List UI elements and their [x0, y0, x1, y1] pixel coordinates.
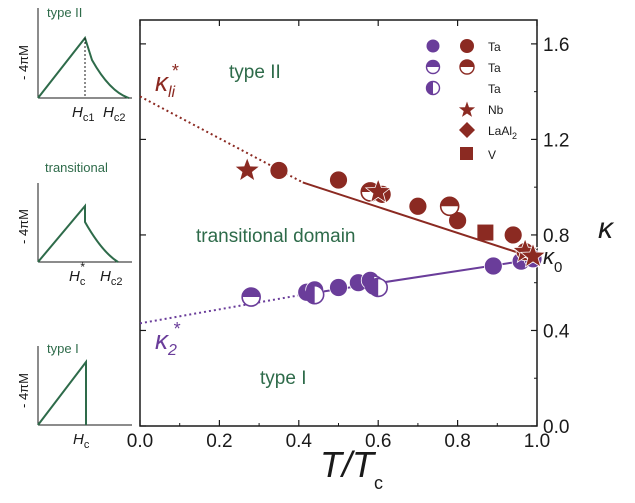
- inset-type-i-xlabel-hc-sub: c: [84, 439, 90, 451]
- x-axis-title-sub: c: [374, 473, 383, 493]
- y-axis: 0.0 0.4 0.8 1.2 1.6: [140, 35, 570, 438]
- x-tick-label: 0.6: [365, 431, 391, 452]
- y-tick-label: 0.4: [543, 321, 570, 342]
- legend-label-laal2-main: LaAl: [488, 124, 512, 138]
- annotation-k-0-main: κ: [543, 244, 555, 269]
- y-axis-title: κ: [598, 212, 615, 245]
- inset-transitional-xlabel-hc-sup: *: [80, 260, 85, 274]
- legend-marker-ta-purple-full: [426, 39, 440, 53]
- data-point-half-top: [439, 196, 460, 217]
- x-tick-label: 0.0: [127, 431, 153, 452]
- inset-type-i-xlabel-hc-main: H: [73, 431, 84, 448]
- legend-marker-ta-brown-half-top: [459, 59, 475, 75]
- data-point-circle: [329, 170, 348, 190]
- x-tick-label: 0.4: [286, 431, 313, 452]
- data-point-star: [364, 177, 392, 204]
- x-axis: 0.0 0.2 0.4 0.6 0.8 1.0: [127, 20, 550, 452]
- inset-type-i: type I - 4πM Hc: [16, 341, 132, 451]
- x-tick-label: 0.8: [444, 431, 470, 452]
- annotation-k-li: κli *: [155, 61, 179, 101]
- annotation-k-2-sub: 2: [167, 342, 177, 359]
- annotation-k-li-main: κ: [155, 67, 170, 97]
- inset-transitional-xlabel-hc2-main: H: [100, 268, 111, 285]
- annotation-k-li-sub: li: [168, 84, 176, 101]
- data-point-half-top: [241, 287, 261, 307]
- inset-type-ii-title: type II: [47, 5, 82, 20]
- x-tick-label: 0.2: [206, 431, 232, 452]
- annotation-k-2: κ2 *: [155, 319, 181, 359]
- data-point-half-left: [304, 284, 325, 305]
- fit-line-dashed: [139, 293, 303, 325]
- inset-type-ii-xlabel-hc1: Hc1: [72, 104, 94, 124]
- data-point-star: [233, 156, 261, 182]
- annotation-k-0-sub: 0: [554, 259, 562, 276]
- inset-type-ii-xlabel-hc2: Hc2: [103, 104, 125, 124]
- inset-type-ii-xlabel-hc1-sub: c1: [83, 112, 95, 124]
- fit-line-dashed: [139, 95, 304, 184]
- legend-label-laal2-sub: 2: [512, 131, 517, 141]
- data-point-star: [519, 242, 547, 268]
- legend-label-ta-3: Ta: [488, 82, 501, 96]
- data-point-circle: [408, 196, 428, 216]
- legend-marker-nb-star: [458, 101, 476, 117]
- region-label-transitional: transitional domain: [196, 226, 355, 247]
- inset-transitional-xlabel-hc2: Hc2: [100, 268, 122, 288]
- inset-transitional-xlabel-hc-star: Hc *: [69, 260, 86, 288]
- inset-type-i-ylabel: - 4πM: [16, 373, 31, 408]
- annotation-k-0: κ0: [543, 244, 562, 276]
- inset-transitional-ylabel: - 4πM: [16, 209, 31, 244]
- y-tick-label: 1.6: [543, 35, 569, 56]
- inset-type-ii: type II - 4πM Hc1 Hc2: [16, 5, 132, 124]
- inset-type-ii-curve: [37, 35, 130, 99]
- legend-label-laal2: LaAl2: [488, 124, 517, 141]
- legend-label-ta-1: Ta: [488, 40, 501, 54]
- y-tick-label: 0.0: [543, 417, 569, 438]
- inset-transitional-title: transitional: [45, 160, 108, 175]
- legend-label-nb: Nb: [488, 103, 504, 117]
- legend-marker-v-square: [460, 147, 473, 160]
- inset-transitional-xlabel-hc-sub: c: [80, 276, 86, 288]
- legend-label-v: V: [488, 148, 496, 162]
- data-point-square: [477, 224, 494, 241]
- data-point-circle: [483, 256, 503, 276]
- y-tick-label: 1.2: [543, 130, 569, 151]
- legend-marker-ta-brown-full: [460, 39, 474, 53]
- x-tick-label: 1.0: [524, 431, 550, 452]
- legend-marker-ta-purple-half-left: [425, 80, 441, 96]
- y-tick-label: 0.8: [543, 226, 569, 247]
- inset-type-i-title: type I: [47, 341, 79, 356]
- inset-transitional-xlabel-hc-main: H: [69, 268, 80, 285]
- legend-marker-laal2-diamond: [459, 122, 475, 138]
- legend-label-ta-2: Ta: [488, 61, 501, 75]
- legend-marker-ta-purple-half-top: [425, 59, 441, 75]
- annotation-k-2-sup: *: [173, 319, 181, 339]
- inset-type-ii-xlabel-hc2-sub: c2: [114, 112, 126, 124]
- annotation-k-2-main: κ: [155, 325, 170, 355]
- inset-type-ii-xlabel-hc2-main: H: [103, 104, 114, 121]
- x-axis-title-main: T/T: [320, 444, 377, 485]
- data-point-circle: [503, 225, 523, 245]
- inset-transitional-xlabel-hc2-sub: c2: [111, 276, 123, 288]
- inset-type-i-curve: [37, 359, 87, 426]
- fit-line-solid: [302, 181, 538, 260]
- annotation-k-li-sup: *: [171, 61, 179, 81]
- inset-type-ii-ylabel: - 4πM: [16, 45, 31, 80]
- data-point-circle: [329, 278, 348, 297]
- inset-type-i-xlabel-hc: Hc: [73, 431, 90, 451]
- inset-type-ii-xlabel-hc1-main: H: [72, 104, 83, 121]
- data-point-half-left: [368, 277, 389, 298]
- inset-transitional-curve: [37, 203, 119, 263]
- x-axis-title: T/Tc: [320, 444, 383, 493]
- region-label-type-i: type I: [260, 368, 306, 389]
- legend: Ta Ta Ta Nb LaAl2 V: [425, 39, 517, 162]
- inset-transitional: transitional - 4πM Hc * Hc2: [16, 160, 132, 288]
- plot-frame: [139, 19, 538, 427]
- data-point-circle: [269, 161, 289, 180]
- region-label-type-ii: type II: [229, 62, 281, 83]
- data-points: [233, 156, 547, 307]
